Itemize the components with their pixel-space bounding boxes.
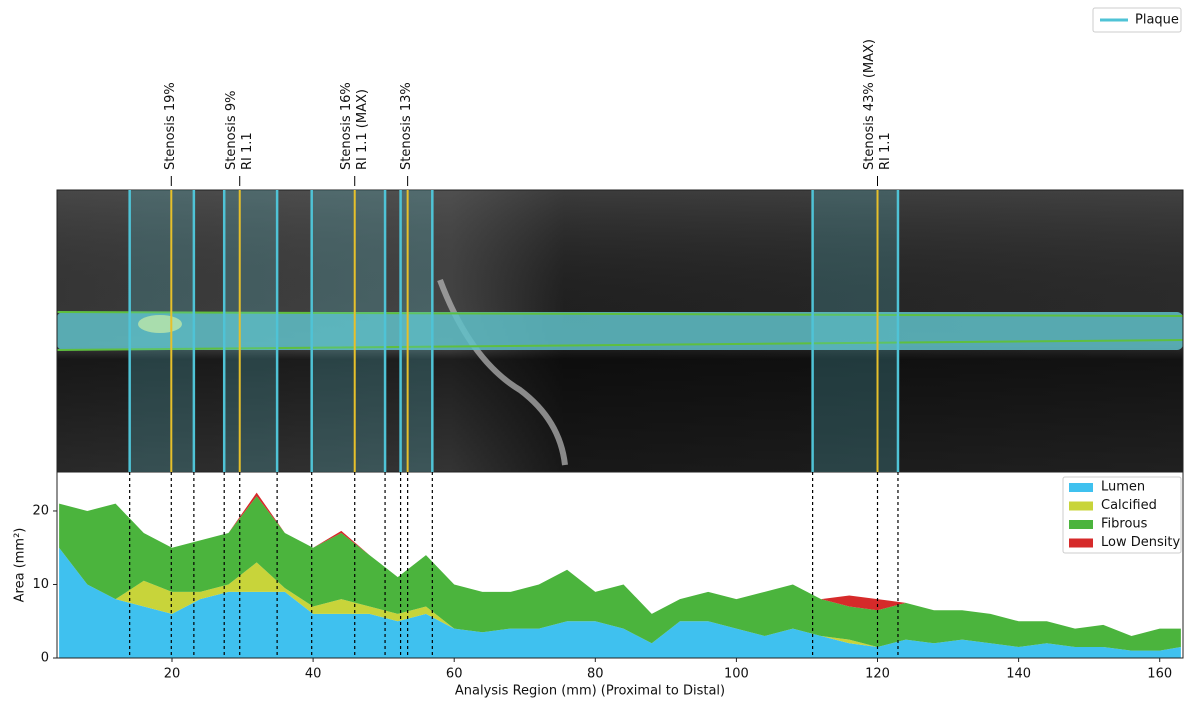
legend-label: Plaque [1135, 13, 1179, 28]
plaque-region [401, 190, 433, 472]
x-axis-label: Analysis Region (mm) (Proximal to Distal… [455, 684, 725, 699]
stenosis-label: Stenosis 19% [163, 82, 178, 170]
stenosis-label: Stenosis 43% (MAX) [862, 39, 877, 170]
y-tick-label: 0 [41, 651, 49, 666]
x-tick-label: 100 [724, 667, 749, 682]
stenosis-label: RI 1.1 [878, 132, 893, 170]
legend: Lumen Calcified Fibrous Low Density [1063, 477, 1181, 553]
stenosis-label: Stenosis 16% [339, 82, 354, 170]
plaque-region [813, 190, 898, 472]
y-tick-label: 10 [32, 577, 49, 592]
x-tick-label: 80 [587, 667, 604, 682]
legend-swatch [1069, 539, 1093, 548]
legend-label: Lumen [1101, 480, 1145, 495]
stenosis-label: RI 1.1 [240, 132, 255, 170]
legend: Plaque [1093, 8, 1181, 32]
chart: Plaque Stenosis 19%Stenosis 9%RI 1.1Sten… [0, 0, 1185, 702]
x-tick-label: 40 [305, 667, 322, 682]
stenosis-label: RI 1.1 (MAX) [355, 89, 370, 170]
legend-swatch [1069, 483, 1093, 492]
plaque-region [224, 190, 277, 472]
x-tick-label: 160 [1147, 667, 1172, 682]
y-tick-label: 20 [32, 503, 49, 518]
plaque-region [130, 190, 194, 472]
legend-label: Calcified [1101, 498, 1157, 513]
legend-swatch [1069, 520, 1093, 529]
x-tick-label: 120 [865, 667, 890, 682]
x-tick-label: 20 [164, 667, 181, 682]
legend-label: Fibrous [1101, 517, 1148, 532]
x-tick-label: 140 [1006, 667, 1031, 682]
stenosis-label: Stenosis 13% [399, 82, 414, 170]
x-tick-label: 60 [446, 667, 463, 682]
legend-swatch [1069, 502, 1093, 511]
stenosis-label: Stenosis 9% [224, 91, 239, 170]
plaque-region [312, 190, 385, 472]
legend-label: Low Density [1101, 535, 1180, 550]
y-axis-label: Area (mm²) [13, 528, 28, 603]
